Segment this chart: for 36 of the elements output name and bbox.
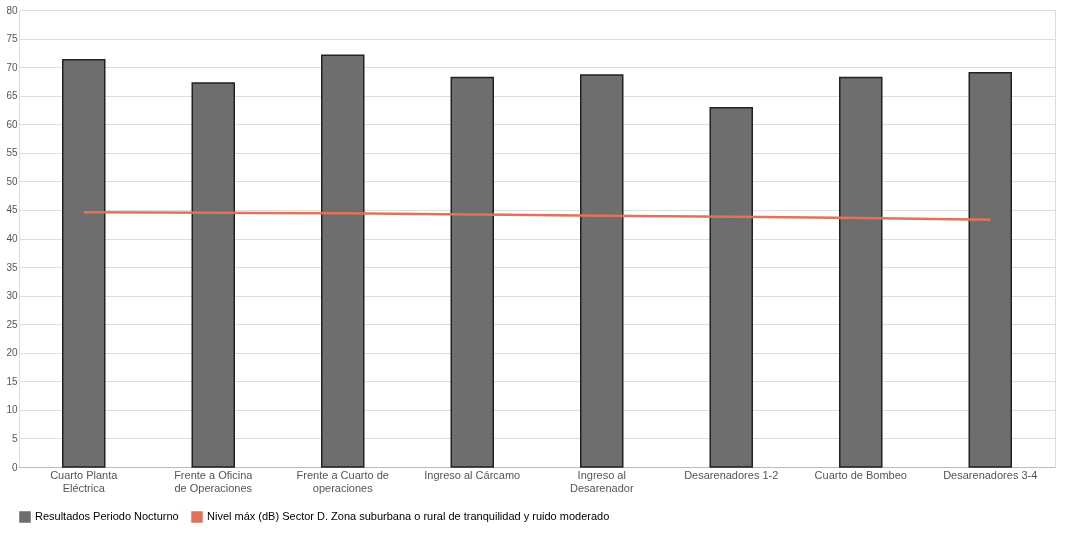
y-tick-label: 10	[6, 404, 18, 416]
x-tick-label: Frente a Oficina de Operaciones	[174, 468, 254, 494]
bar	[968, 72, 1012, 468]
y-tick-label: 5	[11, 432, 18, 444]
bar	[191, 82, 235, 468]
y-tick-label: 80	[6, 4, 18, 16]
y-tick-label: 45	[6, 204, 18, 216]
x-tick-label: Ingreso al Cárcamo	[424, 468, 521, 481]
y-tick-label: 55	[6, 147, 18, 159]
x-tick-label: Cuarto Planta Eléctrica	[50, 468, 119, 494]
y-tick-label: 25	[6, 318, 18, 330]
x-tick-label: Frente a Cuarto de operaciones	[296, 468, 389, 494]
legend-label: Nivel máx (dB) Sector D. Zona suburbana o rural de tranquilidad y ruido moderado	[207, 510, 610, 522]
legend-label: Resultados Periodo Nocturno	[35, 510, 179, 522]
y-tick-label: 60	[6, 118, 18, 130]
y-tick-label: 30	[6, 290, 18, 302]
y-tick-label: 20	[6, 347, 18, 359]
y-tick-label: 65	[6, 90, 18, 102]
bar	[709, 106, 753, 468]
line-series	[82, 210, 992, 221]
bar	[450, 76, 494, 468]
x-tick-label: Ingreso al Desarenador	[569, 468, 634, 494]
y-tick-label: 75	[6, 33, 18, 45]
y-tick-label: 35	[6, 261, 18, 273]
y-tick-label: 15	[6, 375, 18, 387]
x-tick-label: Desarenadores 3-4	[943, 468, 1038, 481]
bar	[839, 76, 883, 468]
y-tick-label: 40	[6, 233, 18, 244]
x-tick-label: Desarenadores 1-2	[684, 468, 779, 481]
y-tick-label: 70	[6, 61, 18, 73]
bar	[62, 58, 106, 468]
y-tick-label: 50	[6, 175, 18, 187]
bar	[580, 74, 624, 468]
y-tick-label: 0	[11, 461, 18, 473]
x-tick-label: Cuarto de Bombeo	[814, 468, 907, 481]
bar	[321, 54, 365, 468]
